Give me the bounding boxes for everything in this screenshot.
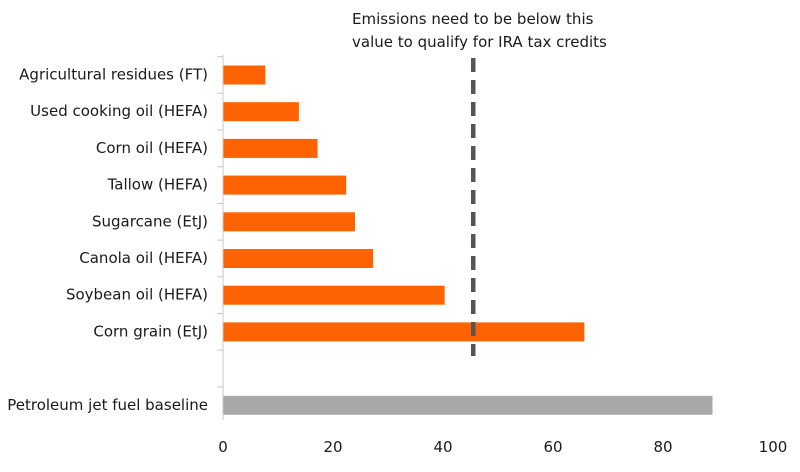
threshold-annotation: Emissions need to be below this	[352, 10, 594, 28]
category-label: Sugarcane (EtJ)	[92, 212, 208, 230]
threshold-annotation: value to qualify for IRA tax credits	[352, 33, 607, 51]
category-label: Tallow (HEFA)	[107, 176, 208, 194]
bar	[223, 175, 347, 195]
bar	[223, 65, 266, 85]
x-tick-label: 40	[433, 438, 452, 456]
x-tick-label: 60	[543, 438, 562, 456]
category-label: Corn oil (HEFA)	[96, 139, 208, 157]
bar	[223, 395, 713, 415]
x-tick-label: 80	[653, 438, 672, 456]
x-tick-label: 20	[323, 438, 342, 456]
category-label: Petroleum jet fuel baseline	[7, 396, 208, 414]
bar	[223, 138, 318, 158]
category-label: Corn grain (EtJ)	[93, 322, 208, 340]
bar	[223, 249, 374, 268]
bar	[223, 102, 299, 122]
category-label: Agricultural residues (FT)	[19, 66, 208, 84]
category-label: Canola oil (HEFA)	[79, 249, 208, 267]
bar	[223, 212, 355, 232]
bar	[223, 285, 445, 305]
x-tick-label: 100	[759, 438, 788, 456]
bar	[223, 322, 585, 342]
x-tick-label: 0	[218, 438, 228, 456]
category-label: Used cooking oil (HEFA)	[30, 102, 208, 120]
category-label: Soybean oil (HEFA)	[66, 286, 208, 304]
